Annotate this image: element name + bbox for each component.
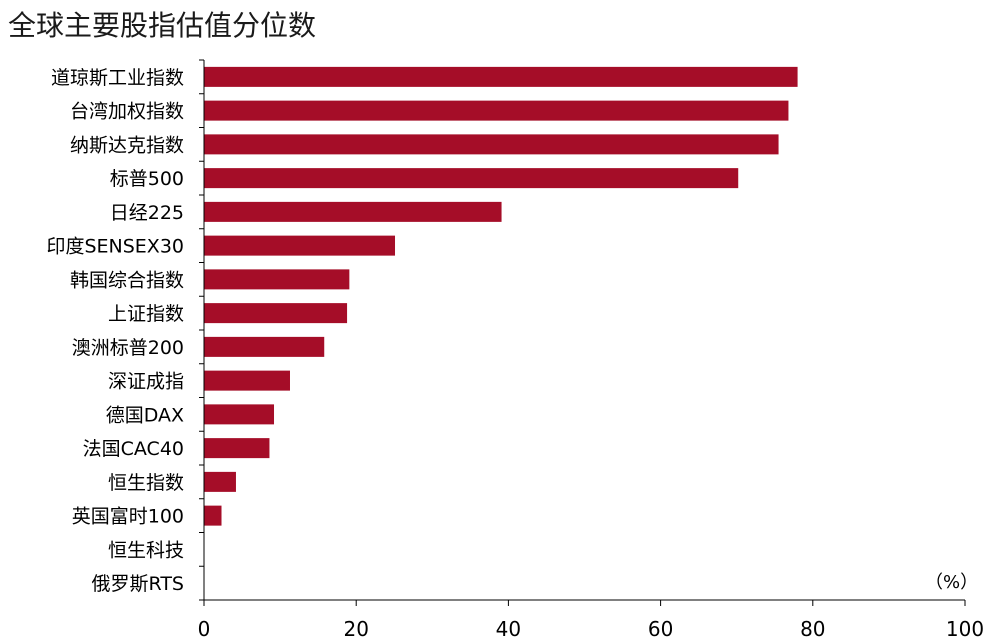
category-label: 纳斯达克指数: [70, 134, 184, 156]
category-label: 深证成指: [108, 371, 184, 393]
category-label: 英国富时100: [72, 506, 184, 528]
category-label: 道琼斯工业指数: [51, 67, 184, 89]
category-label: 上证指数: [108, 303, 184, 325]
category-label: 日经225: [110, 202, 184, 224]
category-label: 台湾加权指数: [70, 101, 184, 123]
category-label: 韩国综合指数: [70, 269, 184, 291]
x-tick-label: 20: [343, 617, 368, 641]
bars-group: [204, 66, 798, 526]
bar: [204, 336, 325, 357]
bar: [204, 66, 798, 87]
category-label: 印度SENSEX30: [46, 236, 184, 258]
bar: [204, 235, 396, 256]
bar: [204, 269, 350, 290]
bar: [204, 505, 222, 526]
x-tick-label: 40: [496, 617, 521, 641]
x-tick-label: 100: [946, 617, 984, 641]
category-label: 标普500: [110, 168, 184, 190]
chart-title: 全球主要股指估值分位数: [8, 9, 317, 42]
bar: [204, 100, 789, 121]
category-label: 澳洲标普200: [72, 337, 184, 359]
category-label: 德国DAX: [106, 404, 184, 426]
unit-label: （%）: [925, 572, 978, 593]
bar: [204, 168, 739, 189]
category-label: 法国CAC40: [83, 438, 184, 460]
bar: [204, 438, 270, 459]
x-tick-label: 60: [648, 617, 673, 641]
bar: [204, 303, 348, 324]
bar: [204, 471, 236, 492]
category-label: 恒生指数: [108, 472, 184, 494]
bar: [204, 134, 779, 155]
bar: [204, 370, 290, 391]
x-axis: 0 20 40 60 80 100: [198, 59, 984, 641]
category-label: 恒生科技: [108, 539, 184, 561]
x-tick-label: 80: [800, 617, 825, 641]
bar: [204, 404, 275, 425]
bar: [204, 201, 502, 222]
x-tick-label: 0: [198, 617, 211, 641]
category-label: 俄罗斯RTS: [92, 573, 185, 595]
